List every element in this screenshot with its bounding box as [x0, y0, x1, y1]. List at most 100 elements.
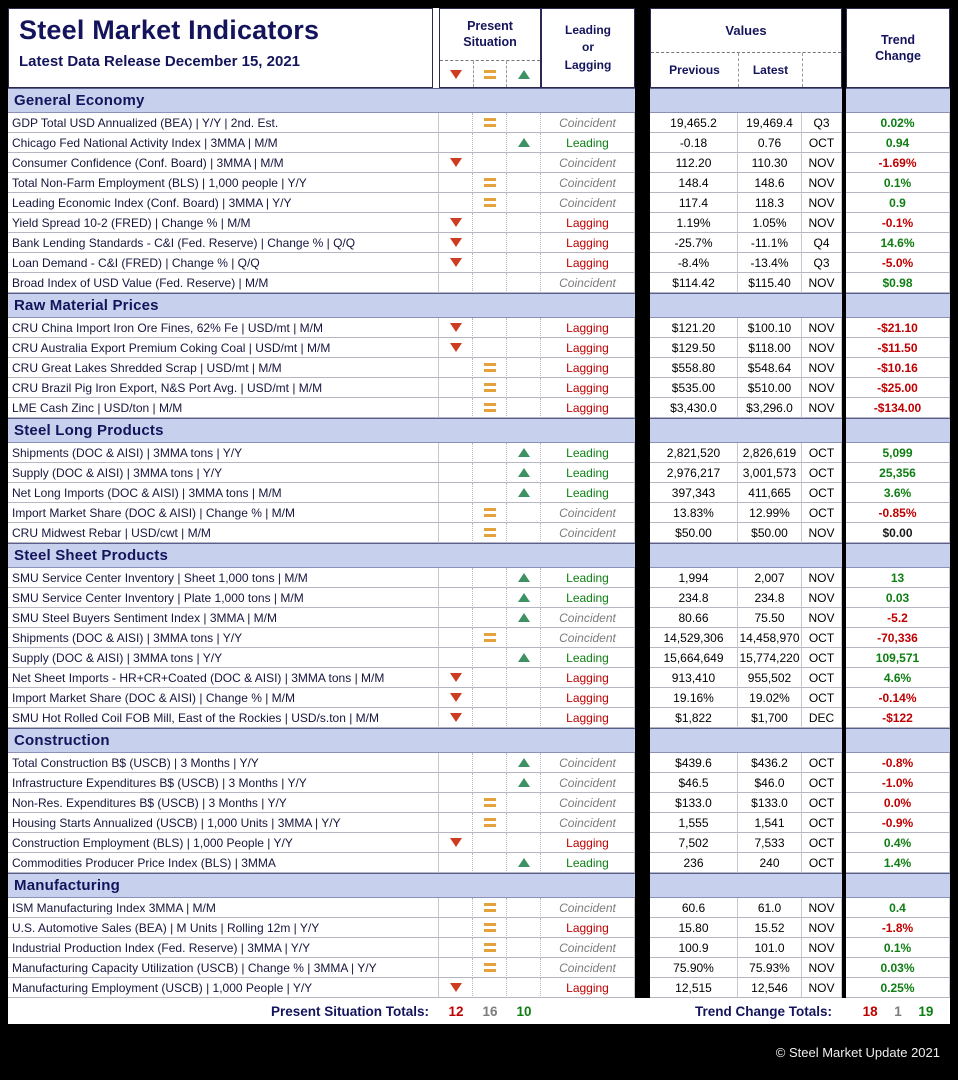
- spacer: [635, 998, 650, 1024]
- vertical-divider: [635, 728, 650, 753]
- trend-change-value: 0.03%: [846, 958, 950, 978]
- vertical-divider: [842, 873, 846, 898]
- latest-value: 1,541: [738, 813, 802, 833]
- period-value: OCT: [802, 133, 842, 153]
- vertical-divider: [842, 503, 846, 523]
- table-row: Construction Employment (BLS) | 1,000 Pe…: [8, 833, 950, 853]
- vertical-divider: [635, 483, 650, 503]
- up-triangle-icon: [517, 593, 530, 602]
- situation-down-cell: [439, 978, 473, 998]
- period-value: NOV: [802, 378, 842, 398]
- situation-up-cell: [507, 688, 541, 708]
- vertical-divider: [635, 273, 650, 293]
- indicator-name: SMU Steel Buyers Sentiment Index | 3MMA …: [8, 608, 439, 628]
- trend-change-value: -$10.16: [846, 358, 950, 378]
- trend-neutral-total: 1: [894, 1003, 902, 1019]
- situation-equal-cell: [473, 668, 507, 688]
- vertical-divider: [842, 113, 846, 133]
- vertical-divider: [842, 938, 846, 958]
- table-row: Import Market Share (DOC & AISI) | Chang…: [8, 503, 950, 523]
- vertical-divider: [635, 358, 650, 378]
- vertical-divider: [635, 813, 650, 833]
- period-value: DEC: [802, 708, 842, 728]
- equal-icon: [483, 178, 496, 187]
- vertical-divider: [635, 173, 650, 193]
- trend-change-value: 13: [846, 568, 950, 588]
- latest-value: $1,700: [738, 708, 802, 728]
- situation-up-cell: [507, 773, 541, 793]
- situation-up-cell: [507, 233, 541, 253]
- period-value: NOV: [802, 193, 842, 213]
- period-value: NOV: [802, 173, 842, 193]
- situation-down-cell: [439, 133, 473, 153]
- situation-down-cell: [439, 608, 473, 628]
- trend-change-value: 0.9: [846, 193, 950, 213]
- period-value: OCT: [802, 793, 842, 813]
- trend-change-value: 3.6%: [846, 483, 950, 503]
- trend-change-totals-label: Trend Change Totals:: [650, 998, 842, 1024]
- down-triangle-icon: [449, 158, 462, 167]
- situation-down-cell: [439, 503, 473, 523]
- vertical-divider: [635, 853, 650, 873]
- latest-value: $3,296.0: [738, 398, 802, 418]
- latest-value: $50.00: [738, 523, 802, 543]
- page-title: Steel Market Indicators: [19, 15, 320, 45]
- section-header-row: Steel Sheet Products: [8, 543, 950, 568]
- vertical-divider: [635, 88, 650, 113]
- indicator-type: Lagging: [541, 253, 635, 273]
- situation-up-cell: [507, 708, 541, 728]
- table-row: Yield Spread 10-2 (FRED) | Change % | M/…: [8, 213, 950, 233]
- section-fill: [650, 418, 842, 443]
- equal-icon: [483, 903, 496, 912]
- indicator-type: Leading: [541, 133, 635, 153]
- trend-change-value: 0.25%: [846, 978, 950, 998]
- situation-down-cell: [439, 378, 473, 398]
- trend-down-total: 18: [862, 1003, 878, 1019]
- situation-up-cell: [507, 443, 541, 463]
- trend-change-value: -$21.10: [846, 318, 950, 338]
- table-row: Net Long Imports (DOC & AISI) | 3MMA ton…: [8, 483, 950, 503]
- situation-up-cell: [507, 113, 541, 133]
- situation-down-cell: [439, 898, 473, 918]
- period-value: OCT: [802, 773, 842, 793]
- situation-up-cell: [507, 813, 541, 833]
- indicator-name: CRU China Import Iron Ore Fines, 62% Fe …: [8, 318, 439, 338]
- situation-up-cell: [507, 978, 541, 998]
- section-fill: [650, 88, 842, 113]
- indicator-name: Yield Spread 10-2 (FRED) | Change % | M/…: [8, 213, 439, 233]
- situation-down-cell: [439, 253, 473, 273]
- latest-value: 7,533: [738, 833, 802, 853]
- trend-change-value: -0.9%: [846, 813, 950, 833]
- situation-up-cell: [507, 318, 541, 338]
- latest-value: $436.2: [738, 753, 802, 773]
- indicator-type: Leading: [541, 568, 635, 588]
- vertical-divider: [635, 233, 650, 253]
- indicator-type: Leading: [541, 483, 635, 503]
- previous-value: 148.4: [650, 173, 738, 193]
- indicator-name: Total Non-Farm Employment (BLS) | 1,000 …: [8, 173, 439, 193]
- equal-icon: [483, 818, 496, 827]
- table-row: Total Construction B$ (USCB) | 3 Months …: [8, 753, 950, 773]
- indicator-type: Coincident: [541, 153, 635, 173]
- vertical-divider: [842, 813, 846, 833]
- previous-value: 1,555: [650, 813, 738, 833]
- previous-value: $46.5: [650, 773, 738, 793]
- table-row: Import Market Share (DOC & AISI) | Chang…: [8, 688, 950, 708]
- latest-value: 12,546: [738, 978, 802, 998]
- previous-value: -8.4%: [650, 253, 738, 273]
- indicator-type: Lagging: [541, 708, 635, 728]
- previous-value: 100.9: [650, 938, 738, 958]
- vertical-divider: [842, 193, 846, 213]
- indicator-type: Coincident: [541, 193, 635, 213]
- vertical-divider: [635, 648, 650, 668]
- situation-equal-cell: [473, 793, 507, 813]
- situation-equal-cell: [473, 813, 507, 833]
- table-row: Manufacturing Capacity Utilization (USCB…: [8, 958, 950, 978]
- latest-value: 1.05%: [738, 213, 802, 233]
- indicator-name: Industrial Production Index (Fed. Reserv…: [8, 938, 439, 958]
- indicator-type: Lagging: [541, 668, 635, 688]
- section-fill: [846, 543, 950, 568]
- situation-down-cell: [439, 813, 473, 833]
- vertical-divider: [842, 648, 846, 668]
